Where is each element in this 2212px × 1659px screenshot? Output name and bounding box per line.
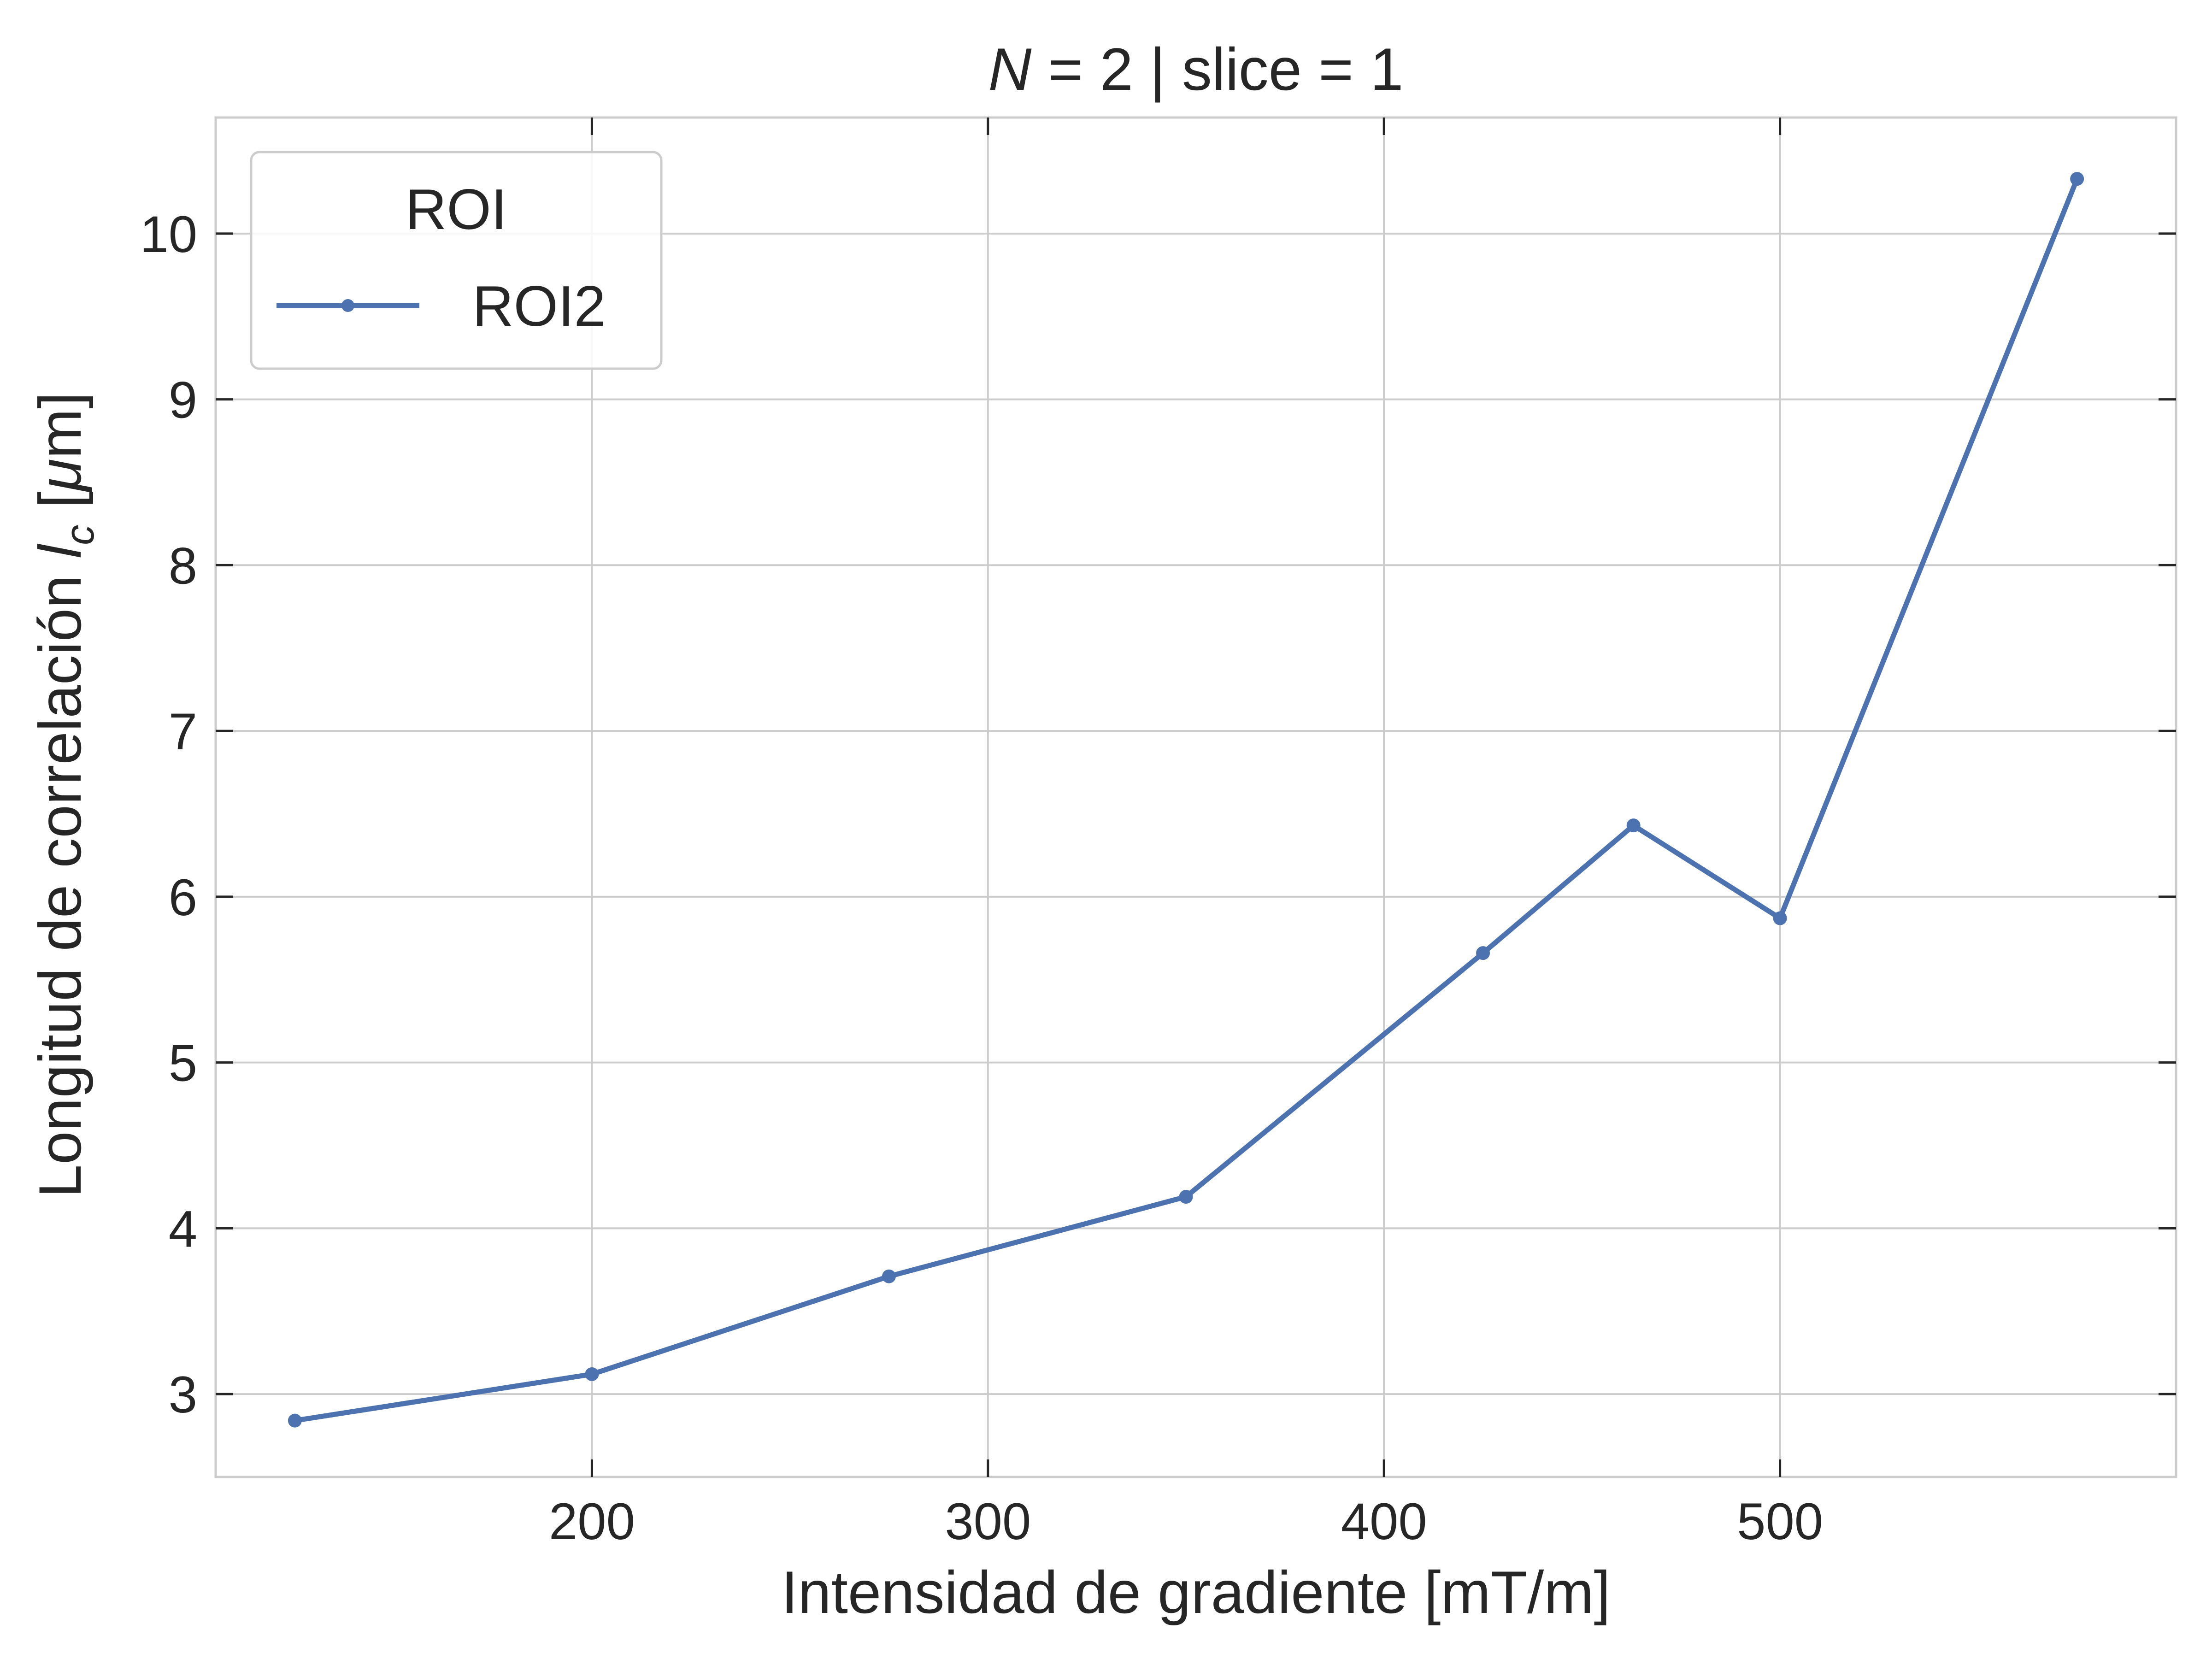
chart-title: N = 2 | slice = 1 xyxy=(988,35,1404,103)
y-axis-label: Longitud de correlación lc [μm] xyxy=(26,392,102,1198)
x-tick-label: 500 xyxy=(1737,1493,1823,1550)
data-point xyxy=(882,1269,896,1283)
y-tick-label: 4 xyxy=(169,1200,197,1258)
plot-area-frame xyxy=(214,116,2177,1478)
legend-label-roi2: ROI2 xyxy=(472,275,606,338)
series-line-roi2 xyxy=(292,176,2080,1424)
legend-title: ROI xyxy=(406,178,507,241)
data-point xyxy=(1773,911,1787,925)
data-point xyxy=(288,1413,302,1428)
y-tick-label: 3 xyxy=(169,1366,197,1424)
y-tick-label: 7 xyxy=(169,703,197,760)
series xyxy=(288,172,2084,1428)
data-point xyxy=(585,1367,599,1381)
grid xyxy=(216,118,2176,1477)
legend: ROI ROI2 xyxy=(250,151,663,370)
y-tick-label: 9 xyxy=(169,371,197,429)
y-tick-label: 10 xyxy=(140,206,197,263)
data-point xyxy=(1626,818,1641,833)
x-axis-label: Intensidad de gradiente [mT/m] xyxy=(781,1559,1610,1626)
x-tick-label: 300 xyxy=(945,1493,1031,1550)
ticks: 200 300 400 500 3 4 5 6 7 8 9 10 xyxy=(140,118,2176,1550)
legend-marker-roi2 xyxy=(341,299,354,312)
legend-box xyxy=(250,151,663,370)
data-point xyxy=(1476,946,1490,960)
x-tick-label: 400 xyxy=(1341,1493,1427,1550)
data-point xyxy=(1179,1190,1193,1204)
x-tick-label: 200 xyxy=(549,1493,635,1550)
data-point xyxy=(2070,172,2084,186)
y-tick-label: 6 xyxy=(169,869,197,926)
y-tick-label: 8 xyxy=(169,537,197,594)
y-tick-label: 5 xyxy=(169,1035,197,1092)
